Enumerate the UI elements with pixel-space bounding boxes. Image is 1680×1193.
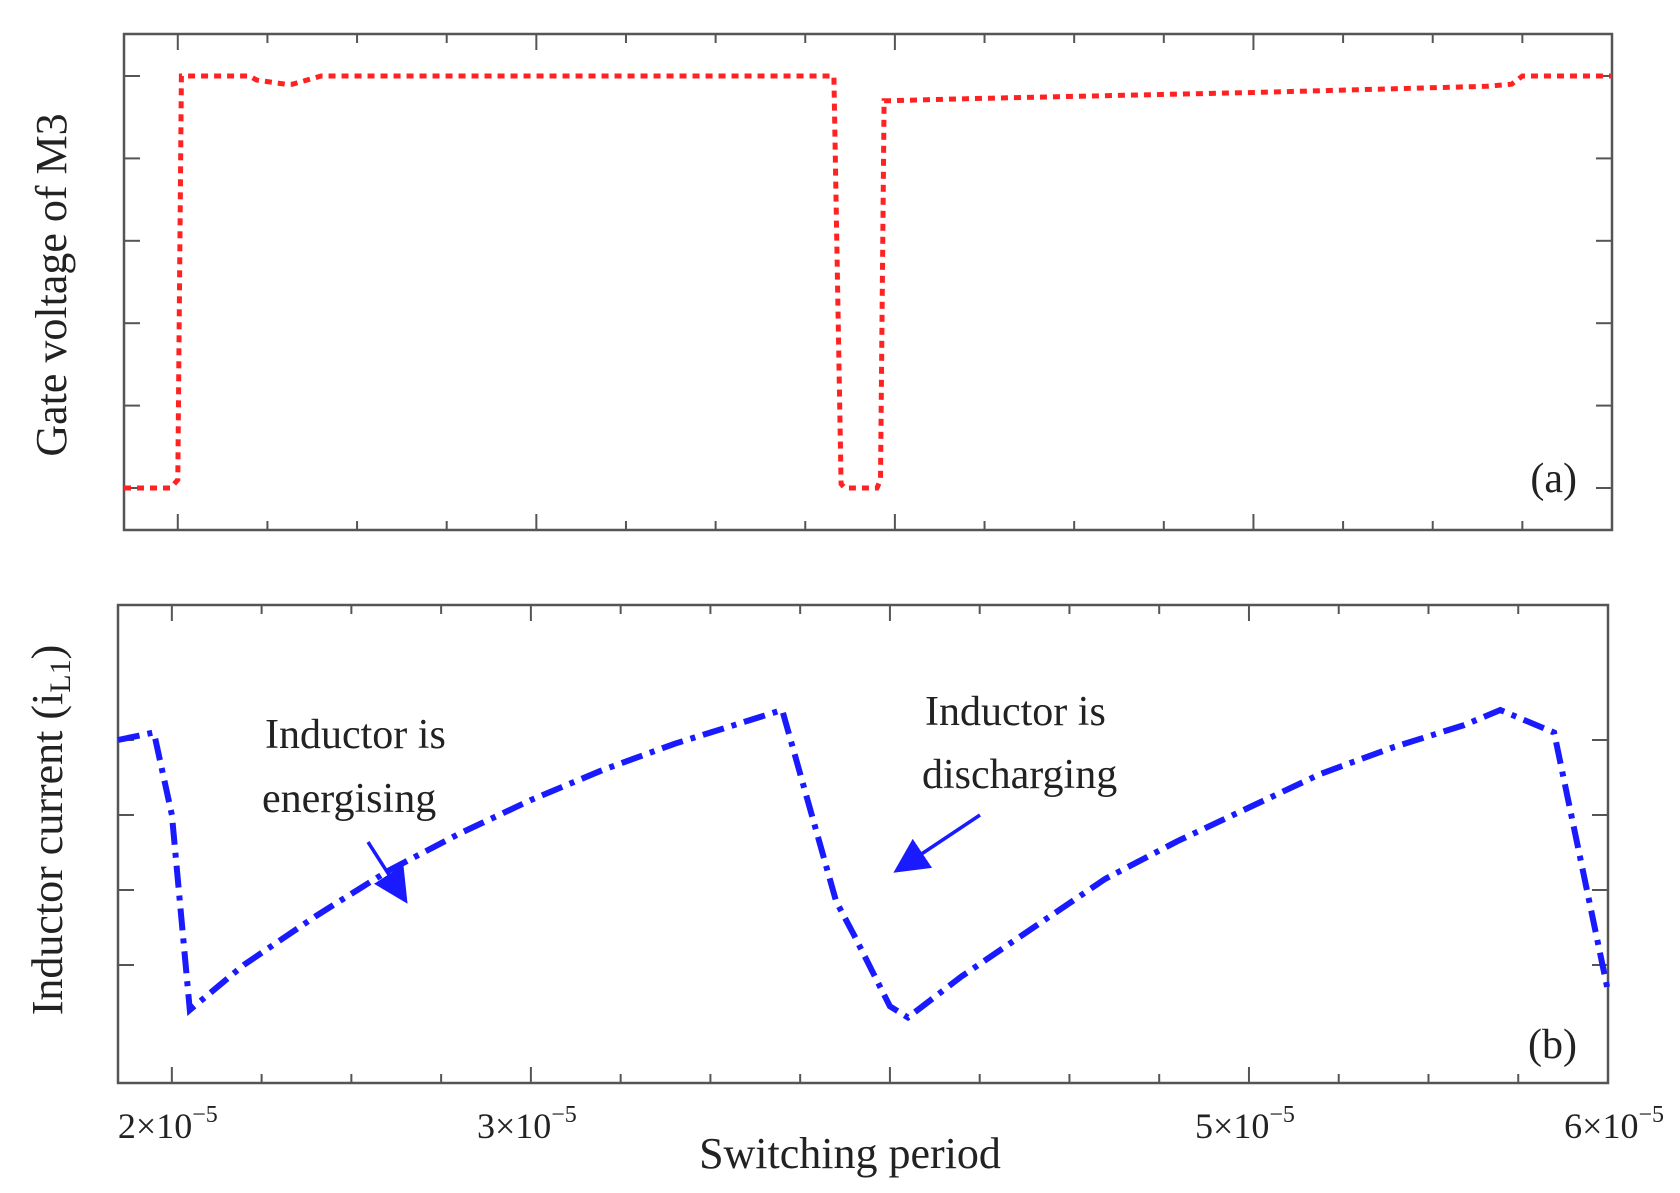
panel-a-ylabel: Gate voltage of M3 [27,113,76,456]
x-tick-label: 2×10−5 [118,1102,218,1146]
panel-b-ylabel: Inductor current (iL1) [23,645,77,1016]
panel-a-frame [122,32,1614,532]
panel-b-yticks [118,739,1608,966]
panel-b-ylabel-main: Inductor current (i [23,693,72,1016]
panel-a-label: (a) [1530,456,1577,502]
gate-voltage-series [124,73,1612,491]
annotation-energising-line2: energising [262,776,436,822]
panel-b: Inductor current (iL1) (b) Inductor is e… [23,603,1664,1178]
panel-b-xticklabels: 2×10−5 3×10−5 5×10−5 6×10−5 [118,1102,1664,1146]
panel-b-ylabel-close: ) [23,645,72,660]
annotation-discharging-arrow [893,813,981,873]
x-tick-label: 6×10−5 [1564,1102,1664,1146]
panel-a-xticks [176,34,1613,530]
annotation-energising-arrow [366,841,408,904]
inductor-current-series [117,706,1611,1022]
annotation-discharging-line1: Inductor is [925,689,1106,735]
panel-a-yticks [124,75,1612,489]
annotation-discharging-line2: discharging [922,752,1117,798]
panel-b-xticks [170,605,1609,1083]
panel-b-label: (b) [1528,1022,1577,1068]
x-tick-label: 5×10−5 [1195,1102,1295,1146]
panel-b-ylabel-sub: L1 [44,659,77,692]
x-tick-label: 3×10−5 [477,1102,577,1146]
x-axis-label: Switching period [699,1129,1001,1178]
panel-a: Gate voltage of M3 (a) [27,32,1614,532]
annotation-energising-line1: Inductor is [265,712,446,758]
panel-b-frame [116,603,1610,1085]
